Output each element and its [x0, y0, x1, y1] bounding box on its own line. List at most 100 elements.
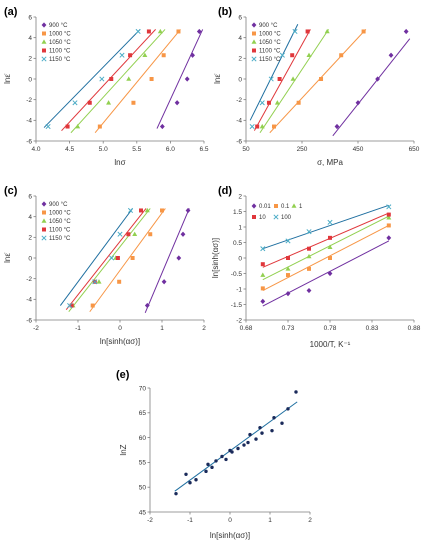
data-point — [277, 77, 282, 81]
data-point — [45, 123, 51, 130]
data-point — [272, 124, 276, 129]
y-tick-label: -6 — [26, 317, 32, 324]
fit-line-900 — [156, 29, 204, 129]
fit-line-1050 — [262, 215, 390, 281]
legend-label: 1150 °C — [49, 57, 71, 63]
data-point — [96, 279, 102, 284]
legend-marker — [251, 203, 257, 209]
legend: 900 °C 1000 °C 1050 °C 1100 °C 1150 °C — [41, 22, 71, 63]
x-tick-label: 450 — [353, 146, 364, 153]
legend-marker — [42, 210, 46, 215]
data-point — [249, 123, 255, 130]
data-point — [305, 29, 310, 34]
fit-line-1150 — [43, 29, 141, 128]
data-point — [149, 77, 154, 81]
fit-line-1100 — [253, 29, 311, 131]
y-tick-label: 55 — [139, 460, 147, 467]
x-tick-label: 1 — [268, 517, 272, 524]
chart-panel-2: (b) 50 250 450 650 -6 -4 -2 0 2 4 6 σ, MPa lnε̇ 900 °C… — [213, 6, 420, 167]
y-tick-label: 6 — [238, 14, 242, 21]
legend-marker — [41, 56, 47, 62]
y-tick-label: -2 — [26, 276, 32, 283]
data-point — [194, 478, 198, 482]
x-tick-label: -1 — [187, 517, 193, 524]
x-axis-label: lnσ — [114, 158, 125, 167]
data-point — [327, 270, 333, 277]
x-tick-label: 0.68 — [240, 325, 253, 332]
data-point — [236, 446, 240, 451]
panel-label: (e) — [116, 369, 130, 381]
chart-panel-4: (d) 0.68 0.73 0.78 0.83 0.88 -2 -1.5 -1 -0.5 0 0.5 1… — [211, 185, 421, 349]
data-point — [157, 28, 163, 34]
legend-marker — [273, 214, 279, 220]
data-point — [296, 100, 301, 105]
data-point — [375, 76, 380, 82]
legend-label: 1150 °C — [259, 57, 281, 63]
y-axis-label: ln[sinh(ασ)] — [211, 238, 220, 278]
legend: 0.01 0.1 1 10 100 — [251, 203, 303, 221]
y-tick-label: 1.5 — [233, 209, 242, 216]
data-point — [386, 223, 391, 228]
x-tick-label: 250 — [297, 146, 308, 153]
data-point — [132, 231, 138, 237]
x-tick-label: 2 — [308, 517, 312, 524]
legend-label: 1050 °C — [259, 40, 281, 46]
data-point — [72, 100, 78, 106]
y-tick-label: -2 — [236, 317, 242, 324]
data-point — [248, 432, 252, 437]
data-point — [259, 100, 265, 106]
data-point — [306, 287, 312, 294]
data-point — [260, 246, 266, 252]
legend-label: 1000 °C — [49, 211, 71, 217]
data-point — [130, 256, 135, 260]
data-point — [246, 440, 250, 445]
legend-marker — [251, 39, 257, 44]
x-tick-label: -2 — [33, 325, 39, 332]
data-point — [260, 272, 266, 277]
fit-line-1150 — [249, 24, 299, 121]
y-tick-label: -6 — [26, 138, 32, 145]
legend: 900 °C 1000 °C 1050 °C 1100 °C 1150 °C — [41, 201, 71, 242]
x-axis-label: ln[sinh(ασ)] — [210, 531, 250, 540]
fit-line-1000 — [262, 225, 390, 291]
data-point — [319, 77, 324, 81]
data-point — [69, 303, 74, 308]
data-point — [65, 124, 70, 129]
data-point — [292, 28, 298, 35]
data-point — [204, 469, 208, 474]
data-point — [286, 256, 290, 260]
data-point — [90, 303, 95, 308]
data-point — [99, 76, 105, 82]
fit-line-1000 — [269, 29, 367, 134]
data-point — [285, 266, 291, 271]
legend-label: 1150 °C — [49, 236, 71, 242]
y-tick-label: -1.5 — [231, 302, 243, 309]
data-point — [388, 52, 394, 58]
data-point — [258, 425, 262, 430]
legend-label: 1050 °C — [49, 219, 71, 225]
x-tick-label: -2 — [147, 517, 153, 524]
data-point — [327, 244, 333, 249]
x-tick-label: 0 — [228, 517, 232, 524]
legend-label: 1 — [299, 204, 303, 210]
fit-line-1100 — [65, 208, 147, 310]
x-tick-label: 0.83 — [366, 325, 379, 332]
data-point — [280, 421, 284, 425]
data-point — [188, 481, 192, 485]
data-point — [286, 407, 290, 411]
data-point — [270, 428, 274, 433]
legend-marker — [41, 235, 47, 241]
data-point — [307, 266, 311, 271]
legend-label: 1100 °C — [49, 228, 71, 234]
y-tick-label: 65 — [139, 410, 147, 417]
fit-line-900 — [144, 208, 190, 313]
panel-label: (d) — [218, 185, 232, 197]
fit-line-1100 — [262, 212, 389, 268]
x-tick-label: 2 — [202, 325, 206, 332]
x-axis-label: σ, MPa — [317, 158, 343, 167]
data-point — [334, 123, 340, 130]
data-point — [328, 235, 332, 240]
data-point — [324, 28, 330, 34]
legend-marker — [41, 39, 47, 44]
data-point — [206, 462, 210, 467]
